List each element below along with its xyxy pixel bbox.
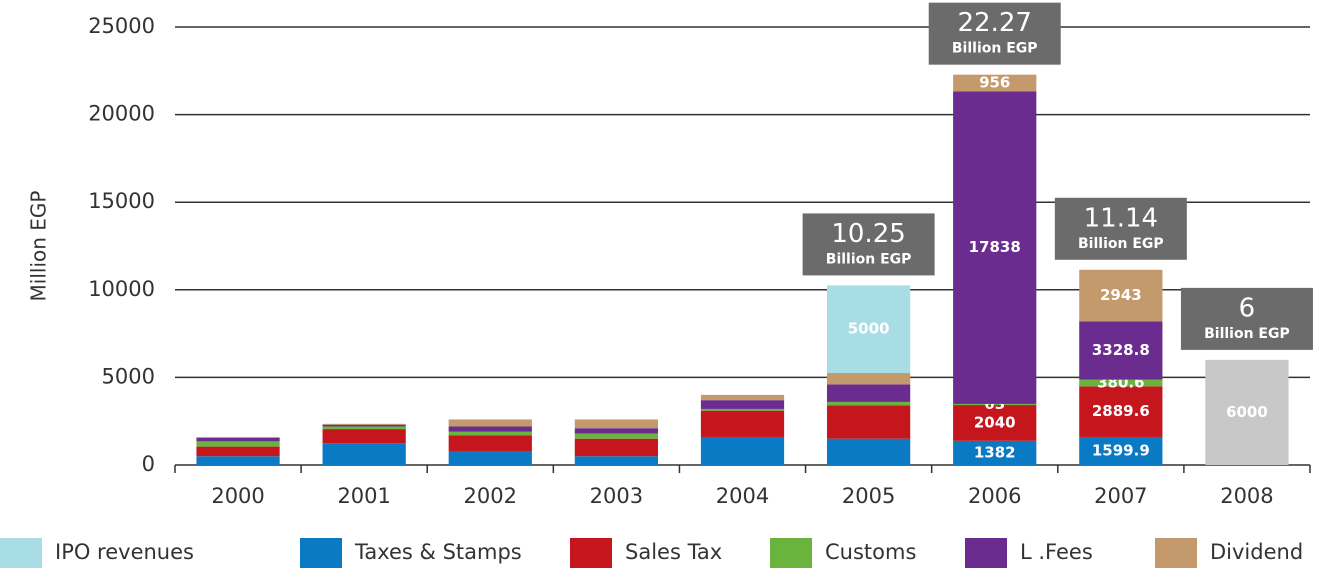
annotation-value: 22.27 (958, 8, 1032, 38)
data-label: 956 (979, 74, 1010, 92)
bar-segment (700, 394, 785, 401)
legend-label: Taxes & Stamps (354, 540, 522, 564)
bar-segment (700, 400, 785, 409)
y-tick-label: 15000 (88, 189, 155, 213)
bar-segment (826, 285, 911, 374)
bar-segment (700, 410, 785, 437)
bar-segment (826, 373, 911, 385)
bar-segment (953, 91, 1037, 404)
annotation-value: 6 (1239, 293, 1256, 323)
bar-segment (1205, 359, 1289, 465)
bar-segment (953, 403, 1037, 406)
data-label: 5000 (848, 320, 890, 338)
bar-segment (574, 456, 659, 465)
bar-segment (322, 426, 406, 430)
x-tick-label: 2006 (968, 484, 1021, 508)
bar-segment (448, 426, 532, 432)
bar-segment (448, 419, 532, 427)
bar-segment (322, 424, 406, 427)
data-label: 2943 (1100, 286, 1142, 304)
legend-swatch (1155, 538, 1197, 568)
bar-segment (574, 428, 659, 434)
legend-swatch (570, 538, 612, 568)
annotation-box (1054, 197, 1187, 260)
bar-segment (1079, 436, 1163, 465)
bar-segment (953, 440, 1037, 465)
bar-segment (1079, 269, 1163, 322)
y-axis-label: Million EGP (27, 191, 51, 302)
annotation-unit: Billion EGP (952, 41, 1038, 57)
annotation-value: 11.14 (1084, 203, 1158, 233)
legend-label: Customs (825, 540, 916, 564)
bar-segment (448, 431, 532, 436)
bar-segment (196, 436, 280, 438)
x-tick-label: 2008 (1220, 484, 1273, 508)
y-tick-label: 10000 (88, 277, 155, 301)
data-label: 2040 (974, 413, 1016, 431)
bar-segment (574, 419, 659, 429)
annotation-value: 10.25 (831, 219, 905, 249)
data-label: 2889.6 (1092, 402, 1150, 420)
x-tick-label: 2000 (211, 484, 264, 508)
data-label: 3328.8 (1092, 341, 1150, 359)
annotation-box (928, 2, 1061, 65)
bar-segment (196, 456, 280, 465)
bar-segment (448, 450, 532, 465)
x-tick-label: 2003 (590, 484, 643, 508)
legend-label: Sales Tax (625, 540, 722, 564)
data-label: 17838 (969, 238, 1021, 256)
y-tick-label: 5000 (102, 364, 155, 388)
bar-segment (700, 408, 785, 411)
bar-segment (322, 423, 406, 425)
legend-swatch (770, 538, 812, 568)
legend-swatch (965, 538, 1007, 568)
bar-segment (322, 443, 406, 465)
data-label: 1599.9 (1092, 441, 1150, 459)
bar-segment (1079, 321, 1163, 380)
legend-label: IPO revenues (55, 540, 194, 564)
bar-segment (574, 438, 659, 457)
bar-segment (953, 405, 1037, 441)
x-tick-label: 2001 (337, 484, 390, 508)
annotation-unit: Billion EGP (1078, 236, 1164, 252)
bar-segment (826, 384, 911, 402)
annotation-unit: Billion EGP (826, 251, 912, 267)
x-tick-label: 2005 (842, 484, 895, 508)
y-tick-label: 20000 (88, 102, 155, 126)
bar-segment (196, 446, 280, 457)
bar-segment (322, 429, 406, 444)
bar-segment (826, 405, 911, 439)
bar-segment (826, 438, 911, 465)
annotation-unit: Billion EGP (1204, 326, 1290, 342)
y-tick-label: 0 (142, 452, 155, 476)
legend-label: Dividend (1210, 540, 1303, 564)
bar-segment (953, 74, 1037, 92)
x-tick-label: 2002 (464, 484, 517, 508)
bar-segment (1079, 386, 1163, 437)
annotation-box (1180, 287, 1313, 350)
annotation-box (802, 213, 935, 276)
bar-segment (448, 435, 532, 451)
bar-segment (574, 433, 659, 439)
y-tick-label: 25000 (88, 14, 155, 38)
data-label: 6000 (1226, 403, 1268, 421)
legend-label: L .Fees (1020, 540, 1093, 564)
bar-segment (1079, 379, 1163, 387)
bar-segment (700, 436, 785, 465)
x-tick-label: 2007 (1094, 484, 1147, 508)
bar-segment (826, 401, 911, 406)
x-tick-label: 2004 (716, 484, 769, 508)
legend-swatch (0, 538, 42, 568)
bar-segment (196, 437, 280, 442)
data-label: 1382 (974, 443, 1016, 461)
legend-swatch (300, 538, 342, 568)
bar-segment (196, 441, 280, 447)
